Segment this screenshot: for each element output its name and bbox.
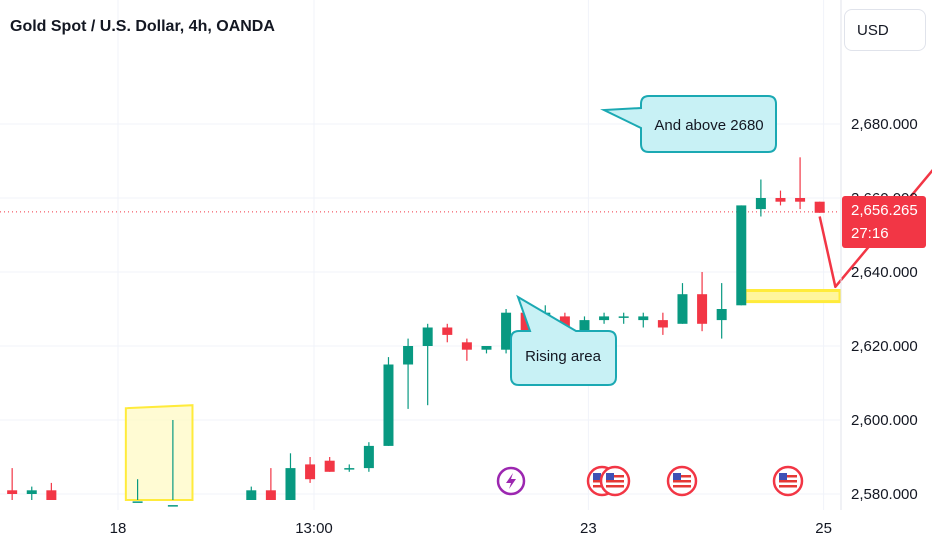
candle (383, 357, 394, 446)
x-tick-label: 18 (110, 520, 127, 537)
callouts: And above 2680 Rising area (510, 95, 777, 386)
callout-target[interactable]: And above 2680 (600, 95, 777, 153)
candle (716, 283, 727, 339)
candle (461, 338, 472, 361)
callout-zone[interactable]: Rising area (510, 294, 617, 386)
lightning-icon[interactable] (496, 466, 526, 496)
zones (124, 289, 842, 501)
y-axis[interactable]: 2,580.0002,600.0002,620.0002,640.0002,66… (840, 0, 918, 510)
candle (363, 442, 374, 472)
candle (422, 323, 433, 406)
candle (697, 272, 708, 332)
callout-target-text: And above 2680 (654, 117, 763, 134)
callout-target-bubble (600, 95, 777, 153)
callout-zone-text: Rising area (525, 348, 602, 365)
candle (265, 468, 276, 500)
us-flag-icon[interactable] (599, 465, 631, 497)
us-flag-icon[interactable] (772, 465, 804, 497)
candles (7, 157, 825, 507)
highlight-box[interactable] (124, 404, 194, 501)
x-tick-label: 23 (580, 520, 597, 537)
candle (755, 179, 766, 217)
projection-line (818, 168, 932, 289)
candle (167, 420, 178, 507)
candle (638, 312, 649, 328)
candle (324, 457, 335, 472)
candle (132, 479, 143, 503)
candle (618, 312, 629, 324)
candle (344, 464, 355, 472)
us-flag-icon[interactable] (666, 465, 698, 497)
y-tick-label: 2,580.000 (851, 486, 918, 503)
candle (481, 346, 492, 354)
y-tick-label: 2,620.000 (851, 338, 918, 355)
candle (599, 312, 610, 324)
candle (285, 453, 296, 500)
x-tick-label: 25 (815, 520, 832, 537)
callout-zone-bubble (510, 294, 617, 386)
candle (795, 157, 806, 210)
support-zone[interactable] (743, 289, 842, 304)
candle (26, 486, 37, 500)
currency-button[interactable]: USD (844, 9, 926, 51)
price-tag-value: 2,656.265 (851, 202, 918, 219)
candle (736, 205, 747, 306)
price-tag: 2,656.265 27:16 (842, 196, 926, 248)
candle (246, 486, 257, 500)
chart-title: Gold Spot / U.S. Dollar, 4h, OANDA (10, 18, 275, 35)
x-tick-label: 13:00 (295, 520, 333, 537)
y-tick-label: 2,680.000 (851, 116, 918, 133)
y-tick-label: 2,640.000 (851, 264, 918, 281)
candle (403, 338, 414, 409)
candle (814, 201, 825, 213)
candle (7, 468, 18, 500)
projection-path (818, 168, 932, 289)
candle (775, 190, 786, 206)
y-tick-label: 2,600.000 (851, 412, 918, 429)
event-markers (496, 465, 804, 497)
candle (677, 283, 688, 324)
price-tag-countdown: 27:16 (851, 225, 889, 242)
candle (657, 312, 668, 335)
candle (305, 457, 316, 483)
candle (501, 309, 512, 354)
candle (46, 482, 57, 500)
candle (442, 323, 453, 343)
